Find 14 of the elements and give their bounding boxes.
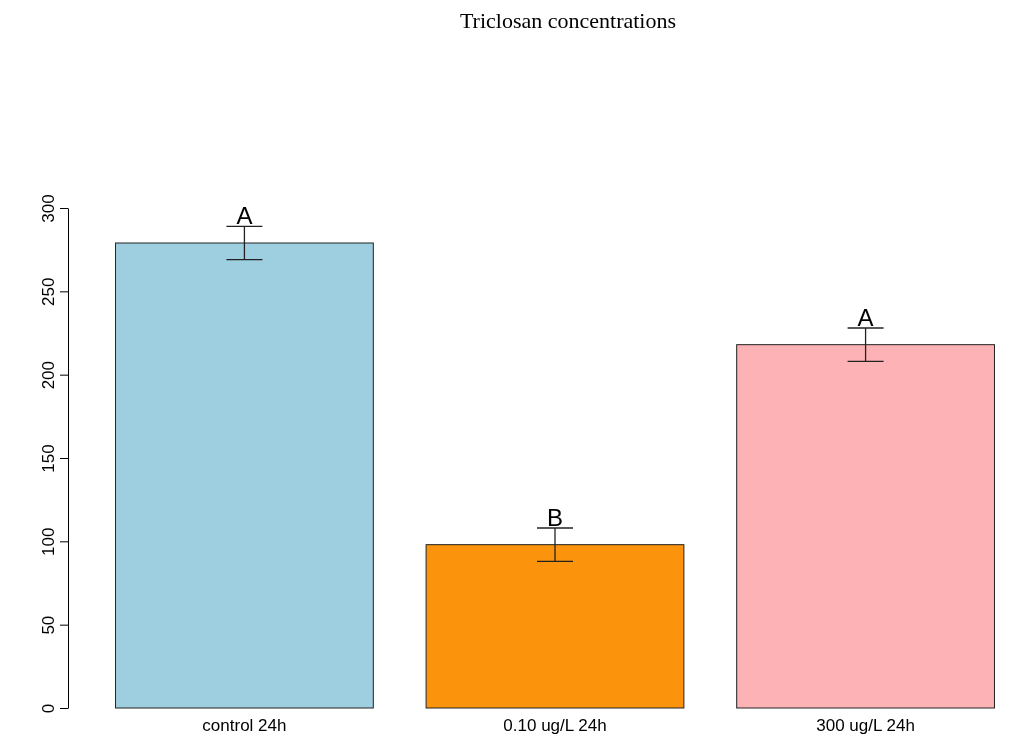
y-tick-label: 300 xyxy=(39,194,58,223)
annotation: A xyxy=(857,304,874,331)
x-tick-label: control 24h xyxy=(202,716,287,736)
annotation: B xyxy=(546,504,564,531)
y-tick-label: 100 xyxy=(39,527,58,557)
chart-title: Triclosan concentrations xyxy=(459,8,677,33)
x-tick-label: 0.10 ug/L 24h xyxy=(503,716,607,736)
annotation: A xyxy=(236,202,253,230)
y-tick-label: 250 xyxy=(39,277,58,307)
y-tick-label: 150 xyxy=(39,444,58,473)
y-tick-label: 200 xyxy=(39,360,58,390)
y-tick-label: 0 xyxy=(39,703,58,714)
y-tick-label: 50 xyxy=(39,615,58,635)
x-tick-label: 300 ug/L 24h xyxy=(816,716,915,736)
